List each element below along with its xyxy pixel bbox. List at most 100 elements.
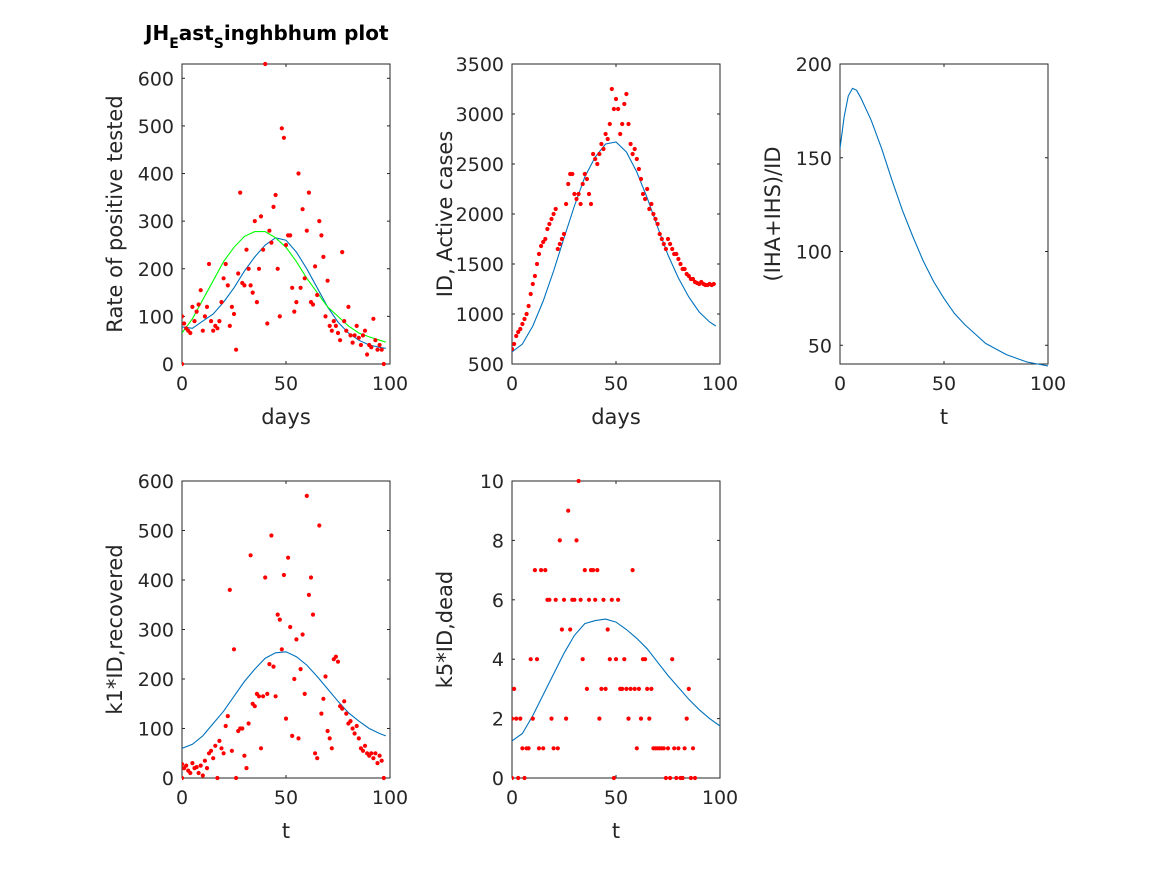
data-point [333, 323, 338, 328]
data-point [350, 340, 355, 345]
data-point [651, 211, 656, 217]
y-tick-label: 3000 [456, 104, 504, 126]
data-point [582, 568, 587, 573]
data-point [630, 151, 635, 157]
data-point [333, 654, 338, 659]
data-point [356, 335, 361, 340]
data-point [613, 657, 619, 662]
data-point [518, 326, 523, 332]
y-tick-label: 8 [492, 530, 504, 552]
data-point [661, 241, 666, 247]
x-tick-label: 50 [932, 373, 956, 395]
data-point [323, 674, 328, 679]
y-tick-label: 2500 [456, 154, 504, 176]
data-point [198, 763, 203, 768]
data-point [624, 91, 629, 97]
data-point [323, 314, 328, 319]
data-point [591, 568, 596, 573]
data-point [215, 326, 220, 331]
data-point [279, 126, 284, 131]
data-point [296, 736, 301, 741]
data-point [645, 186, 650, 192]
data-point [213, 743, 218, 748]
data-point [597, 716, 602, 721]
data-point [292, 676, 297, 682]
data-point [182, 361, 185, 367]
data-point [188, 770, 193, 776]
data-point [595, 161, 600, 167]
data-point [547, 221, 552, 227]
data-point [566, 508, 571, 513]
x-axis-label: t [612, 819, 620, 843]
data-point [512, 716, 515, 721]
x-axis-label: t [282, 819, 290, 843]
data-point [315, 756, 320, 761]
data-point [360, 748, 366, 753]
data-point [645, 686, 650, 692]
data-point [586, 597, 592, 602]
y-tick-label: 0 [162, 354, 174, 376]
fit-curve-1 [512, 141, 717, 353]
data-point [375, 347, 380, 352]
data-point [300, 632, 305, 637]
data-point [659, 236, 664, 242]
data-point [672, 746, 677, 751]
data-point [620, 121, 625, 127]
data-point [319, 711, 324, 716]
data-point [682, 746, 687, 751]
x-tick-label: 0 [506, 787, 518, 809]
y-tick-label: 1000 [456, 304, 504, 326]
data-point [524, 311, 529, 317]
data-point [379, 347, 384, 352]
data-point [273, 694, 278, 699]
data-point [593, 156, 598, 162]
data-point [263, 575, 268, 580]
data-point [356, 736, 361, 741]
y-axis-label: (IHA+IHS)/ID [761, 146, 785, 281]
data-point [182, 762, 185, 767]
data-point [640, 191, 646, 197]
data-point [217, 738, 222, 744]
data-point [310, 302, 316, 307]
data-point [294, 300, 299, 305]
data-point [534, 261, 540, 267]
data-point [628, 686, 633, 692]
data-point [611, 775, 617, 781]
data-point [597, 151, 602, 157]
data-point [682, 266, 687, 272]
subplot-rate-positive: 0 50 100 0 100 200 300 400 500 600 days Rate of pos… [103, 61, 408, 429]
data-point [209, 319, 214, 324]
data-point [261, 247, 266, 252]
x-tick-label: 100 [702, 373, 738, 395]
x-tick-label: 50 [604, 373, 628, 395]
y-tick-label: 500 [138, 521, 174, 543]
data-point [354, 723, 359, 729]
data-point [620, 686, 625, 692]
data-point [221, 276, 226, 281]
data-point [564, 716, 569, 721]
data-point [553, 206, 558, 212]
data-point [678, 261, 683, 267]
data-point [514, 716, 519, 721]
data-point [526, 303, 531, 309]
data-point [298, 667, 303, 672]
y-tick-label: 200 [796, 54, 832, 76]
y-tick-label: 300 [138, 620, 174, 642]
data-point [576, 191, 581, 197]
data-point [335, 330, 341, 336]
data-point [238, 190, 243, 195]
data-point [256, 266, 262, 271]
data-point [676, 746, 681, 751]
data-point [580, 657, 585, 662]
data-point [288, 233, 293, 238]
data-point [342, 699, 347, 704]
y-tick-label: 4 [492, 649, 504, 671]
data-point [342, 319, 347, 324]
data-point [254, 300, 259, 305]
data-point [680, 775, 685, 781]
y-tick-label: 1500 [456, 254, 504, 276]
data-point [369, 751, 374, 756]
data-point [273, 192, 278, 198]
plot-area [182, 493, 386, 781]
data-point [279, 647, 284, 652]
